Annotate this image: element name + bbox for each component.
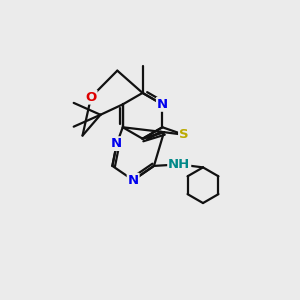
Text: N: N <box>157 98 168 111</box>
Text: S: S <box>179 128 189 141</box>
Text: NH: NH <box>168 158 190 171</box>
Text: N: N <box>128 174 139 187</box>
Text: N: N <box>111 137 122 150</box>
Text: O: O <box>85 91 97 104</box>
